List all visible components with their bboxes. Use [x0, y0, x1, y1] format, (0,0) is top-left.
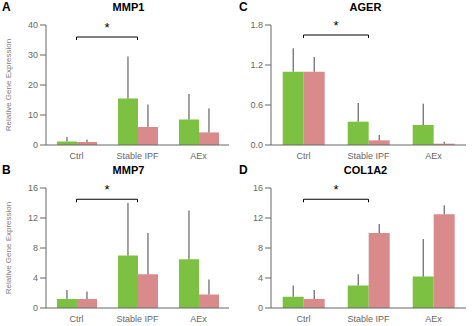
svg-text:8: 8	[258, 243, 263, 253]
svg-text:16: 16	[28, 183, 38, 193]
svg-text:0: 0	[258, 303, 263, 313]
svg-text:Stable IPF: Stable IPF	[116, 314, 159, 324]
svg-text:4: 4	[258, 273, 263, 283]
svg-text:AEx: AEx	[425, 151, 442, 161]
svg-text:AEx: AEx	[190, 151, 207, 161]
svg-text:20: 20	[28, 80, 38, 90]
svg-text:0.0: 0.0	[250, 140, 263, 150]
html-text:AGER: AGER	[349, 1, 382, 13]
svg-text:Stable IPF: Stable IPF	[116, 151, 159, 161]
svg-text:12: 12	[28, 213, 38, 223]
html-text:C: C	[239, 0, 248, 14]
html-text:A: A	[2, 0, 11, 14]
svg-text:10: 10	[28, 110, 38, 120]
svg-text:*: *	[104, 182, 109, 197]
html-text:COL1A2: COL1A2	[343, 164, 388, 176]
svg-text:*: *	[333, 182, 338, 197]
svg-text:4: 4	[33, 273, 38, 283]
svg-text:16: 16	[253, 183, 263, 193]
html-text:D: D	[239, 163, 248, 177]
html-text:MMP1: MMP1	[112, 1, 145, 13]
svg-text:Ctrl: Ctrl	[297, 314, 311, 324]
svg-text:*: *	[333, 18, 338, 33]
svg-text:12: 12	[253, 213, 263, 223]
svg-text:Ctrl: Ctrl	[297, 151, 311, 161]
svg-text:Ctrl: Ctrl	[70, 151, 84, 161]
svg-text:1.2: 1.2	[250, 60, 263, 70]
svg-text:Relative Gene Expression: Relative Gene Expression	[8, 202, 13, 295]
html-text:MMP7: MMP7	[112, 164, 145, 176]
svg-text:AEx: AEx	[190, 314, 207, 324]
svg-text:0: 0	[33, 140, 38, 150]
html-text:B: B	[2, 163, 11, 177]
svg-text:AEx: AEx	[425, 314, 442, 324]
svg-text:Ctrl: Ctrl	[70, 314, 84, 324]
svg-text:Stable IPF: Stable IPF	[347, 314, 390, 324]
svg-text:Stable IPF: Stable IPF	[347, 151, 390, 161]
svg-text:Relative Gene Expression: Relative Gene Expression	[8, 39, 13, 132]
svg-text:40: 40	[28, 20, 38, 30]
svg-text:30: 30	[28, 50, 38, 60]
svg-text:*: *	[104, 20, 109, 35]
svg-text:1.8: 1.8	[250, 20, 263, 30]
svg-text:8: 8	[33, 243, 38, 253]
svg-text:0.6: 0.6	[250, 100, 263, 110]
svg-text:0: 0	[33, 303, 38, 313]
